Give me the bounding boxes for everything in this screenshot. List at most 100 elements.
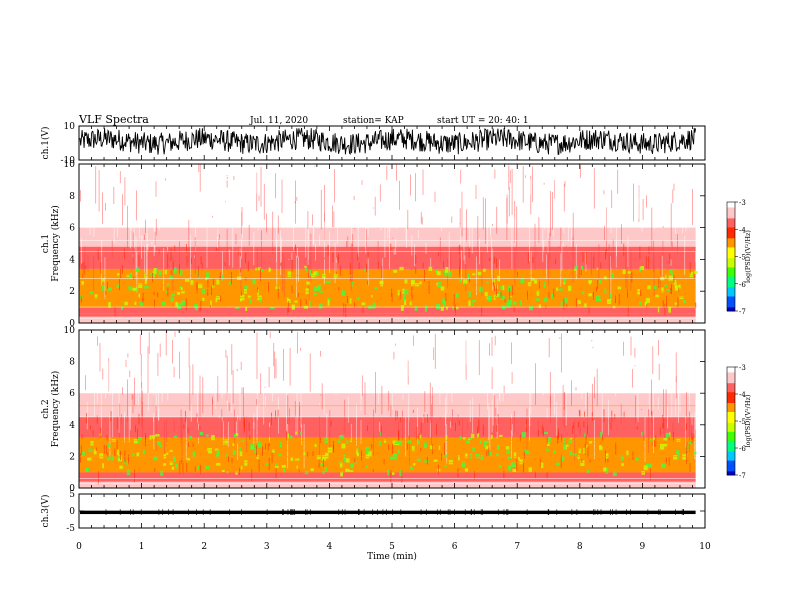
spectrogram-streak (543, 202, 545, 230)
spectrogram-streak (588, 394, 589, 396)
spectrogram-patch (508, 298, 513, 305)
spectrogram-streak (450, 421, 451, 428)
spectrogram-streak (430, 258, 432, 267)
spectrogram-patch (563, 282, 565, 285)
spectrogram-streak (270, 346, 272, 362)
spectrogram-streak (600, 262, 602, 269)
spectrogram-streak (591, 340, 593, 342)
spectrogram-streak (268, 442, 270, 446)
y-tick-label: 10 (64, 326, 76, 336)
spectrogram-patch (120, 306, 124, 310)
colorbar-swatch (727, 403, 735, 406)
spectrogram-streak (118, 392, 120, 433)
spectrogram-streak (428, 281, 430, 294)
spectrogram-patch (479, 439, 482, 444)
spectrogram-streak (241, 239, 243, 259)
spectrogram-patch (153, 457, 156, 461)
colorbar-swatch (727, 261, 735, 265)
spectrogram-patch (117, 448, 120, 455)
spectrogram-streak (417, 407, 418, 445)
spectrogram-streak (239, 392, 241, 421)
colorbar-swatch (727, 386, 735, 390)
spectrogram-streak (422, 172, 423, 213)
spectrogram-streak (396, 410, 398, 419)
spectrogram-streak (392, 165, 394, 181)
spectrogram-streak (669, 375, 671, 387)
spectrogram-patch (673, 455, 678, 460)
spectrogram-streak (120, 268, 122, 279)
spectrogram-patch (160, 470, 164, 476)
spectrogram-streak (523, 462, 524, 474)
spectrogram-patch (506, 302, 511, 308)
spectrogram-patch (647, 285, 651, 290)
spectrogram-streak (256, 332, 258, 380)
spectrogram-streak (139, 334, 141, 355)
spectrogram-streak (393, 184, 395, 203)
spectrogram-patch (210, 300, 212, 307)
spectrogram-streak (563, 206, 565, 234)
colorbar-swatch (727, 374, 735, 377)
spectrogram-streak (422, 262, 424, 269)
spectrogram-streak (253, 422, 255, 429)
spectrogram-patch (664, 274, 667, 278)
spectrogram-streak (511, 414, 512, 459)
spectrogram-streak (564, 392, 566, 428)
spectrogram-streak (154, 189, 155, 213)
spectrogram-streak (563, 183, 565, 212)
spectrogram-streak (152, 272, 153, 282)
spectrogram-streak (455, 304, 456, 316)
spectrogram-streak (372, 468, 374, 473)
spectrogram-streak (409, 422, 410, 465)
spectrogram-streak (412, 409, 414, 413)
spectrogram-streak (630, 336, 632, 356)
spectrogram-patch (528, 306, 534, 311)
spectrogram-streak (415, 173, 416, 202)
colorbar-swatch (727, 272, 735, 276)
spectrogram-streak (408, 356, 410, 376)
spectrogram-streak (608, 400, 609, 436)
spectrogram-streak (173, 366, 175, 378)
spectrogram-streak (402, 362, 404, 377)
spectrogram-patch (622, 269, 626, 275)
spectrogram-streak (271, 412, 272, 426)
spectrogram-patch (266, 462, 269, 466)
spectrogram-streak (563, 298, 565, 310)
spectrogram-streak (119, 171, 121, 184)
spectrogram-streak (527, 252, 529, 264)
spectrogram-streak (291, 285, 293, 293)
spectrogram-patch (563, 297, 568, 303)
spectrogram-streak (523, 349, 525, 367)
spectrogram-patch (621, 463, 624, 467)
spectrogram-patch (383, 439, 387, 443)
spectrogram-streak (459, 420, 460, 426)
spectrogram-streak (678, 214, 680, 221)
spectrogram-patch (228, 281, 231, 285)
colorbar-swatch (727, 376, 735, 379)
spectrogram-streak (561, 166, 563, 168)
y-tick-label: 0 (69, 507, 75, 517)
spectrogram-streak (338, 287, 340, 291)
spectrogram-patch (239, 451, 243, 457)
spectrogram-streak (689, 462, 691, 473)
spectrogram-streak (508, 165, 510, 190)
spectrogram-streak (642, 199, 644, 220)
spectrogram-streak (472, 397, 474, 433)
spectrogram-patch (639, 301, 642, 306)
spectrogram-streak (145, 219, 146, 234)
spectrogram-patch (556, 287, 558, 292)
spectrogram-streak (120, 333, 121, 348)
spectrogram-streak (231, 373, 233, 414)
spectrogram-streak (555, 258, 557, 264)
spectrogram-patch (180, 287, 183, 290)
spectrogram-streak (253, 231, 255, 266)
colorbar-swatch (727, 437, 735, 440)
spectrogram-streak (278, 417, 279, 419)
spectrogram-patch (399, 266, 404, 271)
spectrogram-patch (689, 271, 693, 278)
spectrogram-patch (116, 284, 120, 288)
spectrogram-streak (469, 400, 471, 423)
spectrogram-streak (155, 274, 157, 279)
spectrogram-patch (171, 466, 175, 470)
spectrogram-patch (528, 467, 532, 472)
spectrogram-patch (322, 273, 326, 279)
